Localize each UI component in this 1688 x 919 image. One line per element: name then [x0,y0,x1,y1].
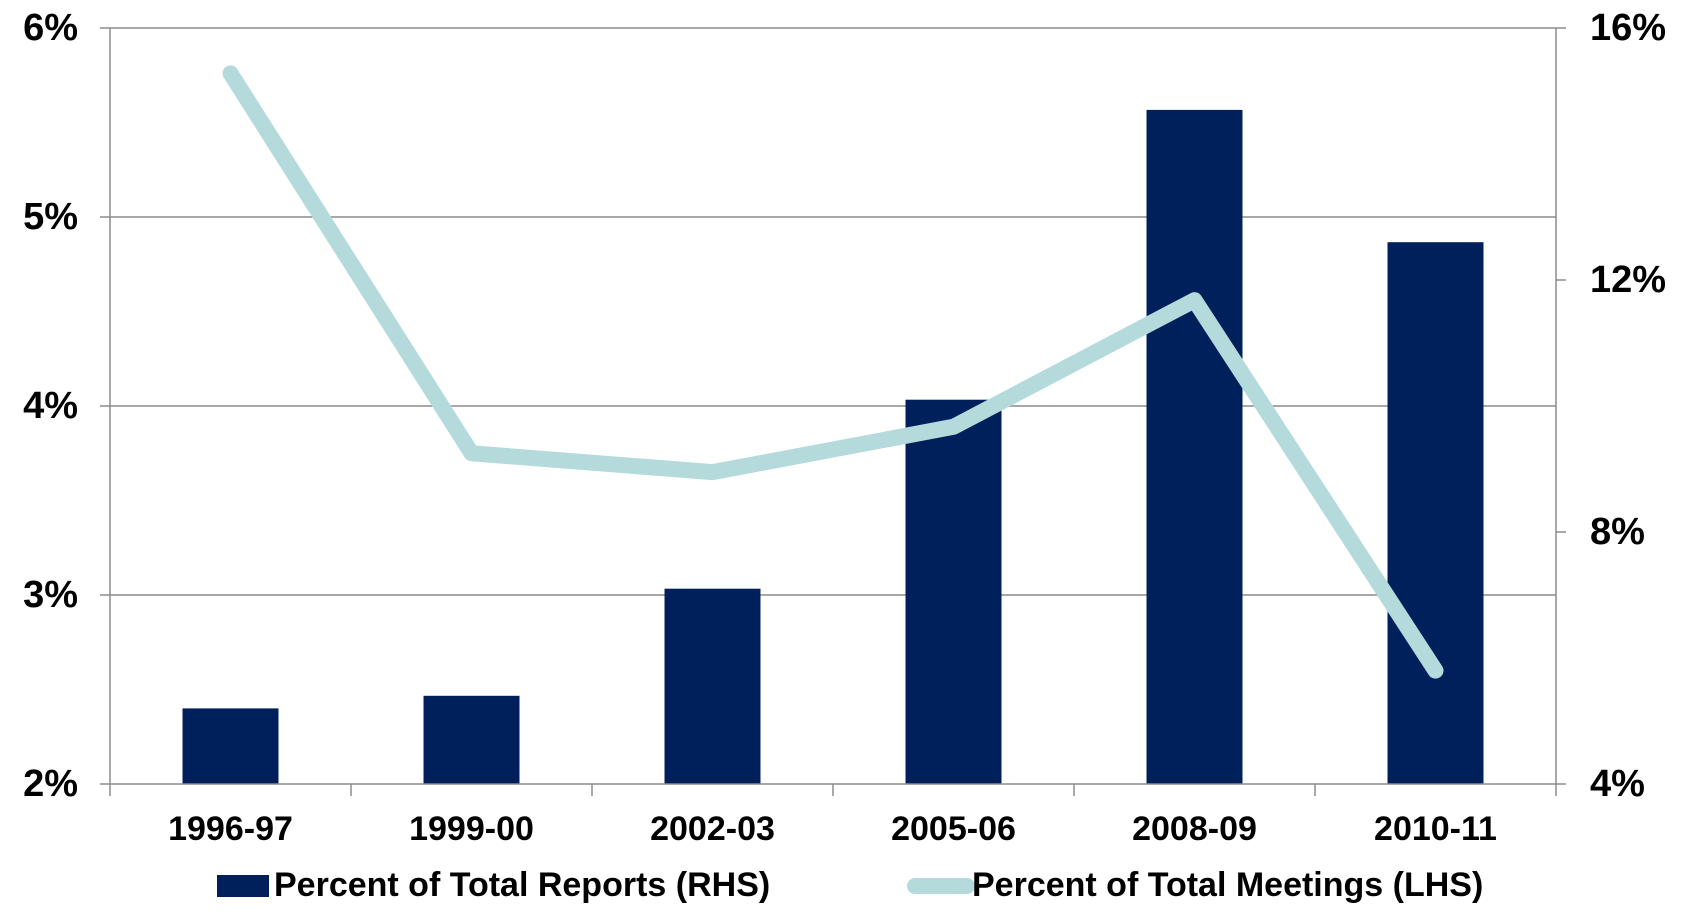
line-point-1996-97 [229,72,232,75]
line-point-2010-11 [1434,669,1437,672]
line-point-1999-00 [470,452,473,455]
line-point-2005-06 [952,425,955,428]
line-meetings [222,65,1444,679]
legend: Percent of Total Reports (RHS) Percent of… [217,866,1483,904]
right-tick-label: 12% [1590,259,1666,301]
x-tick-label: 2010-11 [1374,810,1497,848]
grid-lines [110,27,1556,596]
legend-swatch-reports [217,875,269,897]
tick-labels: 2% 3% 4% 5% 6% 4% 8% 12% 16% 1996-97 1999-00 2002-0… [23,7,1666,848]
left-tick-label: 5% [23,196,78,238]
x-tick-label: 2008-09 [1132,810,1257,848]
x-tick-label: 1996-97 [168,810,293,848]
bar-2005-06 [905,399,1002,784]
axes [100,27,1566,796]
legend-label-reports: Percent of Total Reports (RHS) [274,866,770,904]
line-series [222,65,1444,679]
legend-label-meetings: Percent of Total Meetings (LHS) [972,866,1483,904]
right-tick-label: 16% [1590,7,1666,49]
bar-1999-00 [423,695,520,784]
right-tick-label: 4% [1590,763,1645,805]
x-tick-label: 2002-03 [650,810,775,848]
left-tick-label: 6% [23,7,78,49]
x-tick-label: 1999-00 [409,810,534,848]
left-tick-label: 4% [23,385,78,427]
bar-2008-09 [1146,109,1243,784]
bar-2002-03 [664,588,761,784]
bar-series [182,109,1484,784]
left-tick-label: 2% [23,763,78,805]
bar-2010-11 [1387,242,1484,784]
line-point-2008-09 [1193,299,1196,302]
right-tick-label: 8% [1590,511,1645,553]
left-tick-label: 3% [23,574,78,616]
bar-1996-97 [182,708,279,784]
line-point-2002-03 [711,471,714,474]
x-tick-label: 2005-06 [891,810,1016,848]
